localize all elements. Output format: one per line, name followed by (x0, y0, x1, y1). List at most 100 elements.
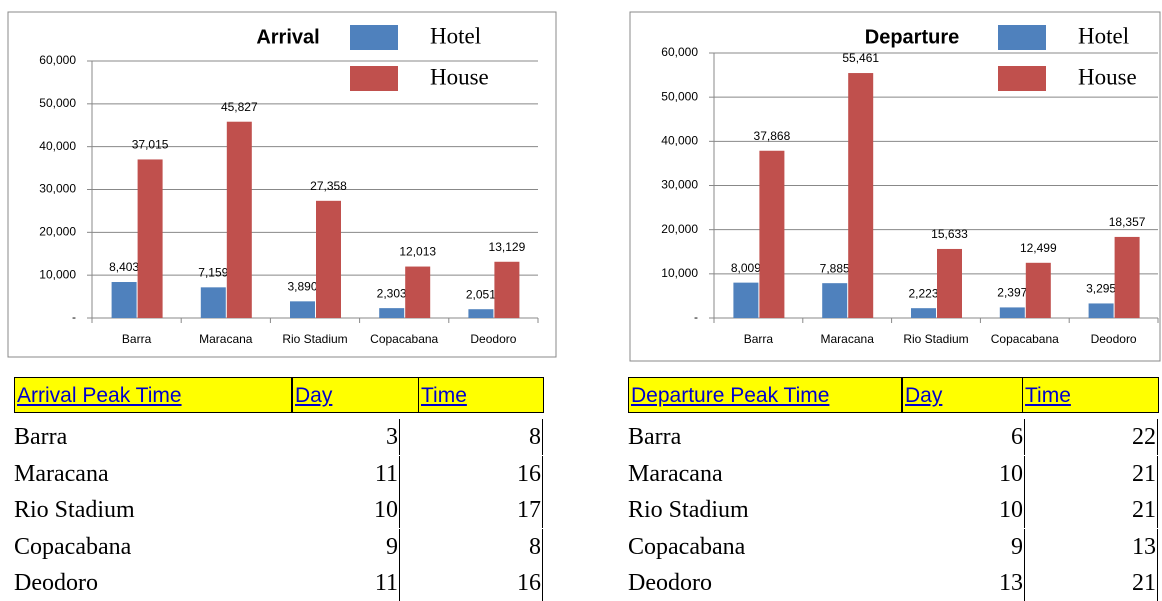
table-cell: Deodoro (628, 570, 712, 596)
legend-swatch (350, 25, 398, 50)
bar (937, 248, 962, 318)
table-cell: 6 (902, 419, 1025, 455)
table-cell: 13 (902, 565, 1025, 601)
bar (468, 309, 494, 318)
y-tick-label: 40,000 (661, 134, 698, 148)
x-tick-label: Barra (744, 332, 774, 346)
bar (1025, 262, 1051, 318)
bar (226, 121, 252, 319)
table-cell: 10 (902, 492, 1025, 528)
value-label: 12,013 (399, 245, 436, 259)
table-cell: 16 (400, 455, 543, 492)
legend-label: House (430, 64, 489, 89)
chart-frame (629, 11, 1161, 362)
table-cell: Copacabana (628, 533, 746, 560)
bar (494, 261, 520, 318)
x-tick-label: Rio Stadium (282, 332, 347, 346)
value-label: 8,403 (109, 260, 139, 274)
y-tick-label: - (72, 310, 76, 324)
table-cell: Maracana (14, 460, 109, 487)
bar (1088, 303, 1114, 318)
value-label: 15,633 (931, 227, 968, 241)
legend-label: House (1078, 64, 1137, 89)
bar (733, 282, 759, 318)
table-cell: Copacabana (14, 533, 132, 560)
value-label: 8,009 (731, 261, 761, 275)
table-cell: 8 (400, 528, 543, 565)
table-cell: Rio Stadium (14, 497, 135, 523)
table-header: Arrival Peak Time (14, 377, 292, 413)
y-tick-label: 10,000 (39, 267, 76, 281)
legend-label: Hotel (430, 23, 481, 48)
value-label: 55,461 (842, 51, 879, 65)
legend-swatch (998, 25, 1046, 50)
x-tick-label: Deodoro (1091, 332, 1137, 346)
bar (111, 282, 137, 318)
table-cell: 8 (400, 419, 543, 455)
y-tick-label: 20,000 (39, 225, 76, 239)
table-header: Day (902, 377, 1023, 413)
x-tick-label: Copacabana (991, 332, 1059, 346)
table-cell: Maracana (628, 460, 723, 487)
y-tick-label: - (694, 310, 698, 324)
value-label: 7,885 (820, 261, 850, 275)
y-tick-label: 60,000 (661, 45, 698, 59)
y-tick-label: 50,000 (39, 96, 76, 110)
value-label: 2,303 (377, 286, 407, 300)
y-tick-label: 30,000 (661, 178, 698, 192)
x-tick-label: Copacabana (370, 332, 438, 346)
y-tick-label: 50,000 (661, 89, 698, 103)
table-header: Time (418, 377, 544, 413)
table-cell: 16 (400, 565, 543, 601)
value-label: 3,295 (1086, 282, 1116, 296)
table-cell: 11 (292, 455, 400, 492)
bar (200, 287, 226, 318)
bar (911, 308, 936, 318)
table-cell: 21 (1025, 492, 1158, 528)
y-tick-label: 40,000 (39, 139, 76, 153)
table-header: Departure Peak Time (628, 377, 902, 413)
y-tick-label: 10,000 (661, 266, 698, 280)
value-label: 27,358 (310, 179, 347, 193)
bar (316, 200, 341, 318)
table-cell: 11 (292, 565, 400, 601)
chart-title: Departure (865, 26, 959, 48)
chart-frame (7, 11, 557, 358)
table-cell: 17 (400, 492, 543, 528)
value-label: 13,129 (489, 240, 526, 254)
bar (1114, 236, 1140, 318)
y-tick-label: 60,000 (39, 53, 76, 67)
y-tick-label: 30,000 (39, 182, 76, 196)
table-cell: 10 (902, 455, 1025, 492)
value-label: 3,890 (287, 280, 317, 294)
y-tick-label: 20,000 (661, 222, 698, 236)
x-tick-label: Deodoro (470, 332, 516, 346)
x-tick-label: Maracana (199, 332, 253, 346)
value-label: 2,397 (997, 286, 1027, 300)
bar (137, 159, 163, 318)
bar (848, 73, 874, 319)
value-label: 7,159 (198, 266, 228, 280)
table-cell: 9 (292, 528, 400, 565)
value-label: 12,499 (1020, 241, 1057, 255)
table-cell: 3 (292, 419, 400, 455)
table-cell: Barra (628, 424, 682, 450)
value-label: 18,357 (1109, 215, 1146, 229)
table-header: Time (1022, 377, 1159, 413)
bar (822, 283, 848, 318)
x-tick-label: Rio Stadium (903, 332, 968, 346)
table-cell: 22 (1025, 419, 1158, 455)
legend-swatch (998, 66, 1046, 91)
table-cell: 21 (1025, 565, 1158, 601)
bar (759, 150, 785, 318)
chart-title: Arrival (256, 26, 319, 48)
table-header: Day (292, 377, 419, 413)
table-cell: 10 (292, 492, 400, 528)
table-cell: Rio Stadium (628, 497, 749, 523)
value-label: 37,015 (132, 138, 169, 152)
value-label: 2,051 (466, 287, 496, 301)
bar (290, 301, 315, 318)
table-cell: Deodoro (14, 570, 98, 596)
